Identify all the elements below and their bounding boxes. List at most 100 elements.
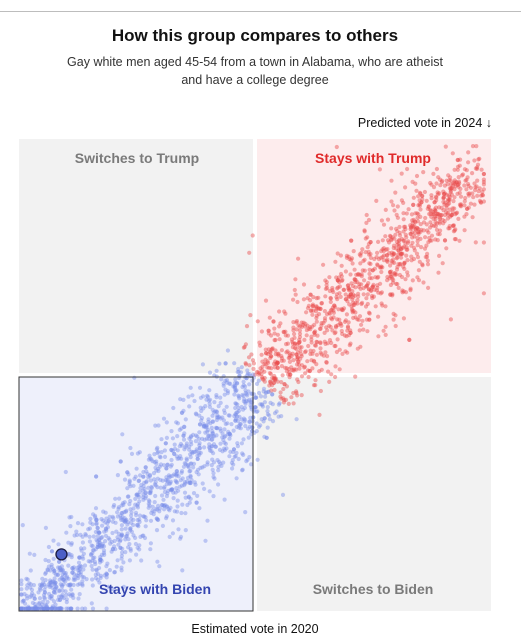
scatter-point [185, 502, 190, 508]
scatter-point [385, 278, 390, 283]
scatter-point [273, 376, 278, 381]
scatter-point [335, 323, 340, 328]
scatter-point [323, 286, 328, 291]
scatter-point [366, 310, 372, 315]
scatter-point [324, 280, 329, 285]
scatter-point [431, 171, 436, 176]
scatter-point [263, 390, 268, 396]
scatter-point [342, 287, 347, 292]
scatter-point [28, 594, 33, 600]
scatter-point [155, 450, 160, 456]
scatter-point [312, 359, 317, 364]
scatter-point [353, 310, 358, 315]
scatter-point [449, 192, 454, 197]
scatter-point [148, 491, 153, 496]
scatter-point [178, 454, 183, 459]
scatter-point [119, 556, 124, 561]
scatter-point [299, 324, 305, 329]
scatter-point [233, 405, 238, 411]
scatter-point [458, 204, 464, 209]
scatter-point [146, 457, 151, 462]
scatter-point [106, 584, 111, 589]
scatter-point [339, 274, 344, 279]
scatter-point [335, 286, 340, 291]
scatter-point [53, 602, 58, 607]
scatter-point [72, 533, 77, 538]
scatter-point [472, 202, 477, 207]
scatter-point [150, 459, 155, 464]
scatter-point [370, 268, 375, 273]
scatter-point [453, 184, 458, 189]
scatter-point [437, 191, 442, 196]
scatter-point [214, 433, 219, 438]
scatter-point [240, 392, 245, 398]
scatter-point [139, 558, 144, 563]
scatter-point [193, 439, 198, 444]
scatter-point [135, 522, 140, 528]
scatter-point [403, 277, 408, 282]
scatter-point [69, 514, 74, 520]
scatter-point [457, 190, 462, 195]
scatter-point [339, 306, 344, 312]
scatter-point [295, 342, 300, 347]
scatter-point [245, 371, 250, 376]
scatter-point [62, 577, 67, 583]
scatter-point [76, 560, 82, 565]
scatter-point [222, 434, 227, 440]
scatter-point [188, 468, 193, 473]
scatter-point [57, 559, 62, 564]
scatter-point [313, 383, 318, 388]
scatter-point [90, 583, 95, 588]
scatter-point [393, 313, 398, 318]
scatter-point [245, 373, 250, 378]
scatter-point [356, 291, 361, 296]
scatter-point [293, 292, 298, 297]
scatter-point [50, 606, 55, 611]
scatter-point [396, 285, 401, 290]
scatter-point [399, 236, 404, 242]
scatter-point [435, 238, 440, 243]
scatter-point [203, 538, 208, 543]
scatter-point [367, 271, 372, 276]
scatter-point [284, 350, 289, 355]
scatter-point [327, 310, 332, 315]
scatter-point [100, 541, 105, 547]
scatter-point [20, 523, 25, 528]
scatter-point [456, 182, 461, 187]
scatter-point [337, 291, 342, 296]
scatter-point [53, 580, 58, 585]
scatter-point [316, 295, 321, 300]
scatter-point [94, 521, 99, 526]
scatter-point [142, 535, 148, 541]
scatter-point [419, 227, 424, 232]
scatter-point [43, 570, 49, 575]
scatter-point [42, 582, 47, 587]
scatter-point [212, 373, 217, 378]
scatter-point [174, 479, 179, 484]
scatter-point [273, 376, 278, 381]
scatter-point [97, 543, 102, 548]
scatter-point [450, 209, 455, 215]
scatter-point [141, 484, 146, 489]
scatter-point [103, 526, 108, 531]
scatter-point [302, 364, 307, 369]
scatter-point [452, 187, 457, 192]
scatter-point [403, 185, 408, 190]
scatter-point [435, 192, 440, 197]
scatter-point [137, 450, 142, 455]
scatter-point [247, 363, 252, 368]
scatter-point [371, 282, 376, 287]
scatter-point [187, 480, 192, 486]
scatter-point [473, 185, 478, 190]
scatter-point [335, 337, 340, 342]
scatter-point [93, 561, 98, 567]
scatter-point [438, 183, 443, 188]
scatter-point [345, 350, 350, 355]
scatter-point [389, 258, 394, 264]
scatter-point [115, 535, 120, 540]
scatter-point [235, 410, 240, 415]
scatter-point [150, 508, 155, 513]
scatter-point [110, 519, 115, 524]
highlight-point[interactable] [55, 548, 68, 561]
scatter-point [476, 157, 481, 162]
